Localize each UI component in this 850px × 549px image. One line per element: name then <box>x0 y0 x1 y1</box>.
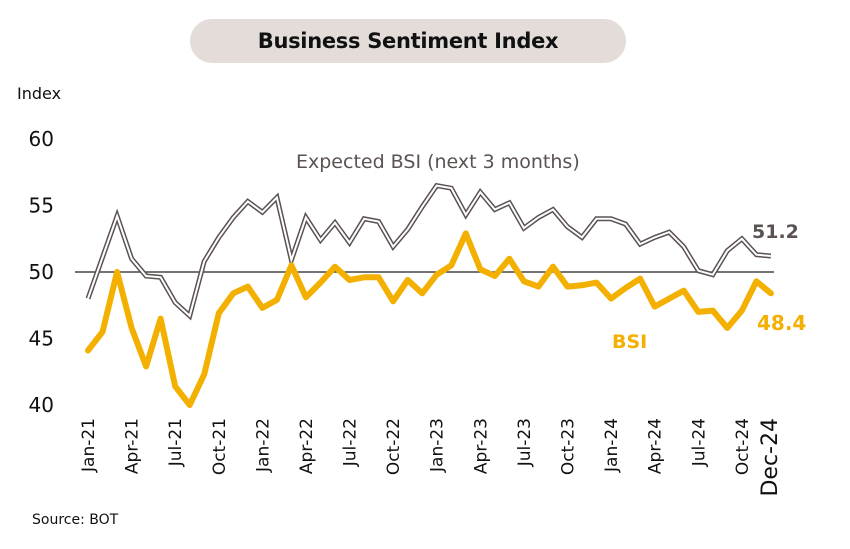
x-tick-label: Oct-22 <box>384 418 404 475</box>
chart-title: Business Sentiment Index <box>257 29 559 53</box>
legend-label-expected-bsi: Expected BSI (next 3 months) <box>296 151 580 173</box>
x-tick-label: Apr-23 <box>471 418 491 474</box>
x-tick-label: Jul-24 <box>689 418 709 467</box>
x-axis-ticks: Jan-21 Apr-21 Jul-21 Oct-21 Jan-22 Apr-22 Jul-… <box>79 418 783 497</box>
y-tick-label: 60 <box>29 127 54 151</box>
expected-bsi-line-inner <box>87 184 771 318</box>
x-tick-label: Apr-24 <box>646 418 666 474</box>
bsi-line <box>85 230 774 408</box>
series-bsi <box>85 230 774 408</box>
chart-title-pill: Business Sentiment Index <box>190 19 626 63</box>
y-tick-label: 50 <box>29 260 54 284</box>
x-tick-label: Jul-22 <box>341 418 361 467</box>
end-value-label-bsi: 48.4 <box>757 311 806 335</box>
x-tick-label: Apr-21 <box>123 418 143 474</box>
x-tick-label: Jan-24 <box>602 418 622 473</box>
x-tick-label: Dec-24 <box>758 418 783 497</box>
x-tick-label: Oct-23 <box>558 418 578 475</box>
source-note: Source: BOT <box>32 512 119 528</box>
y-tick-label: 55 <box>29 194 54 218</box>
x-tick-label: Jul-21 <box>166 418 186 467</box>
y-tick-label: 40 <box>29 393 54 417</box>
series-expected-bsi <box>85 182 772 321</box>
x-tick-label: Jan-23 <box>428 418 448 473</box>
y-axis-label: Index <box>17 84 62 103</box>
x-tick-label: Oct-21 <box>210 418 230 475</box>
y-tick-label: 45 <box>29 327 54 351</box>
x-tick-label: Apr-22 <box>297 418 317 474</box>
legend-label-bsi: BSI <box>612 331 647 353</box>
end-value-label-expected: 51.2 <box>752 221 799 243</box>
y-axis-ticks: 40 45 50 55 60 <box>29 127 54 417</box>
x-tick-label: Jan-22 <box>253 418 273 473</box>
x-tick-label: Jan-21 <box>79 418 99 473</box>
x-tick-label: Jul-23 <box>515 418 535 467</box>
x-tick-label: Oct-24 <box>733 418 753 475</box>
